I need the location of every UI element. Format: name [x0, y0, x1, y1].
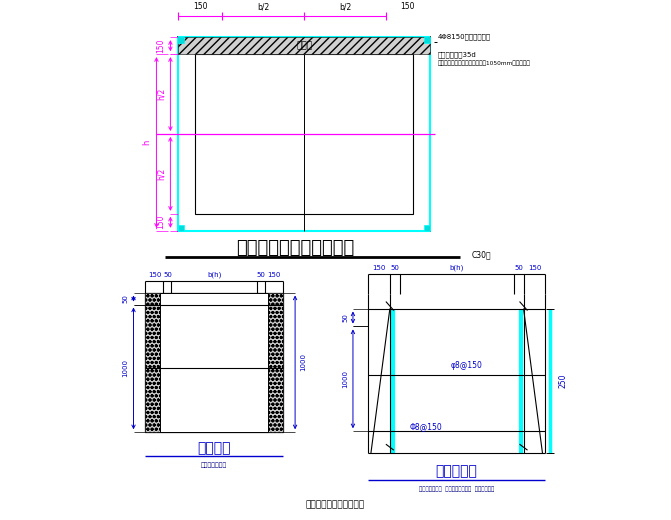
Bar [178, 37, 429, 231]
Text: 挡土面: 挡土面 [296, 42, 312, 50]
Text: 全埋地式抗滑桩护壁详图: 全埋地式抗滑桩护壁详图 [236, 239, 354, 257]
Text: 250: 250 [558, 373, 568, 388]
Text: h/2: h/2 [156, 168, 166, 180]
Text: 4Φ8150双向护壁钢筋: 4Φ8150双向护壁钢筋 [437, 34, 491, 40]
Bar [424, 225, 429, 231]
Bar [195, 54, 413, 214]
Text: 150: 150 [372, 265, 386, 270]
Text: Φ8@150: Φ8@150 [410, 422, 443, 431]
Text: 150: 150 [156, 215, 166, 229]
Text: b/2: b/2 [339, 2, 351, 11]
Text: 上下钢筋搭接35d: 上下钢筋搭接35d [437, 51, 476, 58]
Text: 50: 50 [342, 313, 348, 322]
Text: 50: 50 [257, 271, 266, 278]
Bar [424, 37, 429, 43]
Bar [146, 293, 160, 432]
Text: 1000: 1000 [123, 359, 129, 378]
Text: b(h): b(h) [207, 271, 221, 278]
Bar [160, 293, 268, 432]
Bar [146, 293, 283, 432]
Text: b/2: b/2 [257, 2, 269, 11]
Bar [178, 37, 185, 43]
Text: b(h): b(h) [450, 264, 464, 270]
Bar [178, 37, 429, 54]
Text: 50: 50 [123, 294, 129, 303]
Text: 用于砂卵石层桩  用于普通粘土层桩  用于砂土层桩: 用于砂卵石层桩 用于普通粘土层桩 用于砂土层桩 [419, 486, 495, 492]
Text: 1000: 1000 [300, 354, 306, 371]
Text: 50: 50 [163, 271, 172, 278]
Text: 150: 150 [148, 271, 161, 278]
Text: h: h [142, 140, 152, 145]
Text: 150: 150 [156, 38, 166, 53]
Text: 150: 150 [528, 265, 541, 270]
Text: φ8@150: φ8@150 [451, 361, 482, 370]
Text: 50: 50 [391, 265, 399, 270]
Text: 150: 150 [401, 2, 415, 11]
Text: 1000: 1000 [342, 370, 348, 388]
Text: 护壁详图: 护壁详图 [197, 441, 231, 455]
Text: h/2: h/2 [156, 88, 166, 100]
Text: 用于框式孔洞桩: 用于框式孔洞桩 [201, 462, 227, 468]
Bar [178, 225, 185, 231]
Text: 150: 150 [193, 2, 207, 11]
Text: C30砼: C30砼 [472, 250, 491, 259]
Text: 150: 150 [268, 271, 281, 278]
Text: 护壁加筋图: 护壁加筋图 [435, 464, 478, 478]
Text: 50: 50 [514, 265, 523, 270]
Text: 相邻箱护壁底面背出顶地面距离1050mm架土不拆除: 相邻箱护壁底面背出顶地面距离1050mm架土不拆除 [437, 60, 531, 66]
Text: 人工挖孔桩抗滑桩时设置: 人工挖孔桩抗滑桩时设置 [305, 501, 364, 510]
Bar [268, 293, 283, 432]
